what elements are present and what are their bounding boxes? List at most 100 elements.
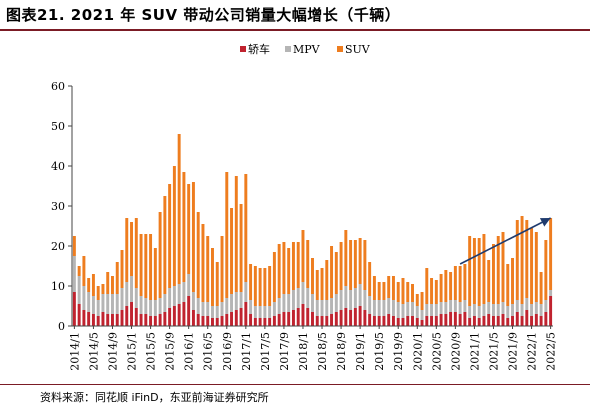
bar-suv xyxy=(115,262,119,294)
bar-sedan xyxy=(544,312,548,326)
bar-suv xyxy=(144,234,148,298)
bar-suv xyxy=(130,222,133,276)
bar-sedan xyxy=(468,318,472,326)
x-tick-label: 2016/9 xyxy=(221,332,234,371)
bar-mpv xyxy=(158,298,162,314)
bar-mpv xyxy=(111,294,114,314)
bar-suv xyxy=(411,284,414,302)
bar-sedan xyxy=(263,318,267,326)
x-tick-label: 2017/5 xyxy=(259,332,272,371)
bar-mpv xyxy=(415,306,419,318)
bar-mpv xyxy=(530,304,534,316)
bar-sedan xyxy=(472,316,476,326)
annotations xyxy=(459,217,551,265)
bar-mpv xyxy=(96,300,100,316)
bar-sedan xyxy=(91,314,95,326)
y-tick-label: 50 xyxy=(51,120,65,133)
bar-sedan xyxy=(191,310,195,326)
bar-sedan xyxy=(534,314,538,326)
bar-mpv xyxy=(525,298,529,310)
bar-sedan xyxy=(549,296,553,326)
bar-mpv xyxy=(458,302,462,314)
bar-suv xyxy=(106,272,110,294)
bar-sedan xyxy=(363,310,367,326)
bar-mpv xyxy=(430,304,434,316)
bar-suv xyxy=(544,240,548,300)
bar-suv xyxy=(134,218,138,288)
bar-suv xyxy=(196,212,200,298)
bar-mpv xyxy=(172,286,176,306)
title-rule xyxy=(0,29,590,31)
bar-sedan xyxy=(411,316,414,326)
bar-sedan xyxy=(134,308,138,326)
bar-mpv xyxy=(134,288,138,308)
legend-swatch-suv xyxy=(337,46,343,52)
bar-sedan xyxy=(477,318,481,326)
bar-sedan xyxy=(215,318,219,326)
bar-suv xyxy=(111,276,114,294)
bar-sedan xyxy=(296,308,300,326)
bar-mpv xyxy=(220,302,224,316)
bar-suv xyxy=(430,278,434,304)
bar-suv xyxy=(406,282,410,302)
bar-sedan xyxy=(168,308,172,326)
bar-sedan xyxy=(272,316,276,326)
bar-suv xyxy=(201,224,205,302)
bar-suv xyxy=(477,238,481,306)
bar-mpv xyxy=(387,298,391,314)
bar-suv xyxy=(339,242,343,290)
trend-arrow xyxy=(459,217,551,265)
bar-sedan xyxy=(511,316,514,326)
bar-sedan xyxy=(77,304,81,326)
bar-mpv xyxy=(506,306,510,318)
x-tick-label: 2020/9 xyxy=(449,332,462,371)
bar-mpv xyxy=(515,300,519,312)
bar-sedan xyxy=(96,316,100,326)
bar-mpv xyxy=(282,294,286,312)
bar-mpv xyxy=(187,274,191,296)
bar-suv xyxy=(344,230,348,286)
bar-sedan xyxy=(372,316,376,326)
bar-mpv xyxy=(182,282,186,302)
x-tick-label: 2021/5 xyxy=(487,332,500,371)
bar-mpv xyxy=(491,304,495,316)
bar-suv xyxy=(353,240,357,288)
bar-mpv xyxy=(420,310,424,320)
bar-sedan xyxy=(201,316,205,326)
x-tick-label: 2017/9 xyxy=(278,332,291,371)
y-tick-label: 40 xyxy=(51,160,65,173)
bar-suv xyxy=(211,248,214,306)
bar-mpv xyxy=(239,292,243,308)
bar-suv xyxy=(425,268,429,304)
bar-suv xyxy=(72,236,76,256)
bar-sedan xyxy=(377,316,381,326)
bar-mpv xyxy=(358,284,362,306)
bar-sedan xyxy=(425,316,429,326)
y-tick-label: 0 xyxy=(58,320,65,333)
bar-sedan xyxy=(396,318,400,326)
bar-mpv xyxy=(139,296,143,314)
x-tick-label: 2015/1 xyxy=(126,332,139,371)
bar-sedan xyxy=(101,312,105,326)
bar-sedan xyxy=(306,308,310,326)
bar-suv xyxy=(320,268,324,300)
bar-sedan xyxy=(506,318,510,326)
bar-suv xyxy=(306,240,310,288)
bar-sedan xyxy=(334,312,338,326)
legend-swatch-mpv xyxy=(285,46,291,52)
bar-suv xyxy=(253,266,257,306)
bar-suv xyxy=(382,282,386,300)
bar-mpv xyxy=(277,298,281,314)
bar-suv xyxy=(387,276,391,298)
bar-suv xyxy=(234,176,238,292)
bar-sedan xyxy=(111,314,114,326)
bar-suv xyxy=(168,184,172,288)
bar-sedan xyxy=(401,318,405,326)
bar-sedan xyxy=(453,312,457,326)
bar-sedan xyxy=(158,314,162,326)
bar-suv xyxy=(515,220,519,300)
bar-suv xyxy=(506,264,510,306)
bar-mpv xyxy=(72,256,76,292)
bar-suv xyxy=(82,256,86,286)
bar-suv xyxy=(225,172,229,298)
